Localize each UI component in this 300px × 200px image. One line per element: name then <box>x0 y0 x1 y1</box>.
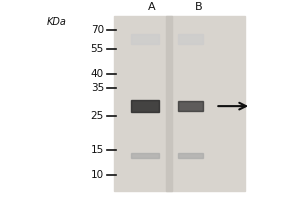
Bar <box>131 34 159 44</box>
Text: A: A <box>148 2 155 12</box>
Text: KDa: KDa <box>47 17 67 27</box>
Text: B: B <box>195 2 203 12</box>
Text: 70: 70 <box>91 25 104 35</box>
Bar <box>178 34 203 44</box>
Text: 10: 10 <box>91 170 104 180</box>
Bar <box>131 100 159 112</box>
Text: 15: 15 <box>91 145 104 155</box>
Bar <box>178 153 203 158</box>
Text: 40: 40 <box>91 69 104 79</box>
Bar <box>131 153 159 158</box>
Bar <box>178 101 203 111</box>
Text: 35: 35 <box>91 83 104 93</box>
Text: 25: 25 <box>91 111 104 121</box>
Bar <box>114 16 245 191</box>
Text: 55: 55 <box>91 44 104 54</box>
Bar <box>166 16 172 191</box>
